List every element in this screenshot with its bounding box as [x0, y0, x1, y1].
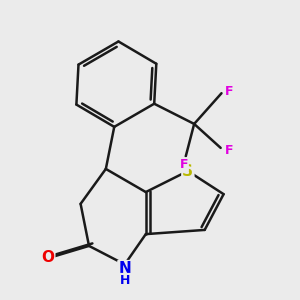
Text: H: H: [120, 274, 130, 287]
Text: F: F: [225, 85, 233, 98]
Text: O: O: [41, 250, 54, 265]
Text: S: S: [182, 164, 194, 178]
Text: F: F: [179, 158, 188, 171]
Text: N: N: [118, 261, 131, 276]
Text: F: F: [225, 143, 233, 157]
